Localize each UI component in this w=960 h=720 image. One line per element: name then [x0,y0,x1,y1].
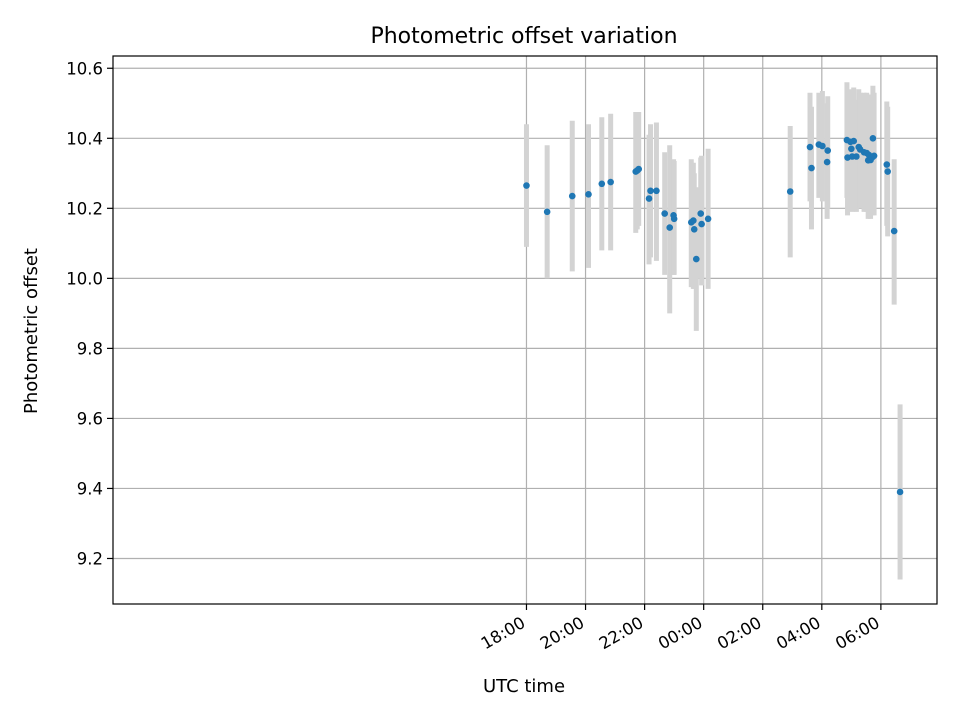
data-point [698,220,705,228]
data-point [870,152,878,160]
data-point [645,195,653,202]
data-point [690,226,698,233]
data-point [690,217,697,224]
data-point [823,158,831,166]
data-point [824,147,832,154]
data-point [853,153,860,160]
data-point [598,180,606,188]
data-point [653,187,660,195]
data-point [692,255,700,263]
data-point [704,215,712,223]
data-point [670,215,678,223]
y-tick-label: 9.8 [77,339,103,358]
data-points [523,134,904,496]
data-point [819,142,826,150]
data-point [786,188,794,195]
y-tick-label: 10.0 [66,269,103,288]
data-point [607,178,614,186]
data-point [896,488,904,496]
data-point [585,191,592,198]
y-tick-label: 10.2 [66,199,103,218]
data-point [890,227,898,235]
y-tick-label: 9.4 [77,479,103,498]
y-axis-label: Photometric offset [21,248,42,414]
x-axis-label: UTC time [483,676,565,697]
data-point [661,210,668,217]
y-tick-label: 10.4 [66,129,103,148]
data-point [523,182,530,189]
data-point [850,137,858,145]
data-point [666,224,674,231]
data-point [869,134,877,142]
y-tick-label: 10.6 [66,59,103,78]
data-point [635,165,643,173]
plot-frame [112,55,938,605]
chart-title: Photometric offset variation [370,24,677,49]
data-point [848,145,855,153]
data-point [697,210,705,217]
y-tick-label: 9.2 [77,549,103,568]
data-point [808,164,815,172]
data-point [647,187,654,195]
data-point [543,208,551,216]
data-point [883,161,891,168]
data-point [806,143,814,151]
data-point [568,192,576,200]
data-point [884,168,891,175]
y-tick-label: 9.6 [77,409,103,428]
y-axis: 9.2 9.4 9.6 9.8 10.0 10.2 10.4 10.6 [66,59,113,568]
